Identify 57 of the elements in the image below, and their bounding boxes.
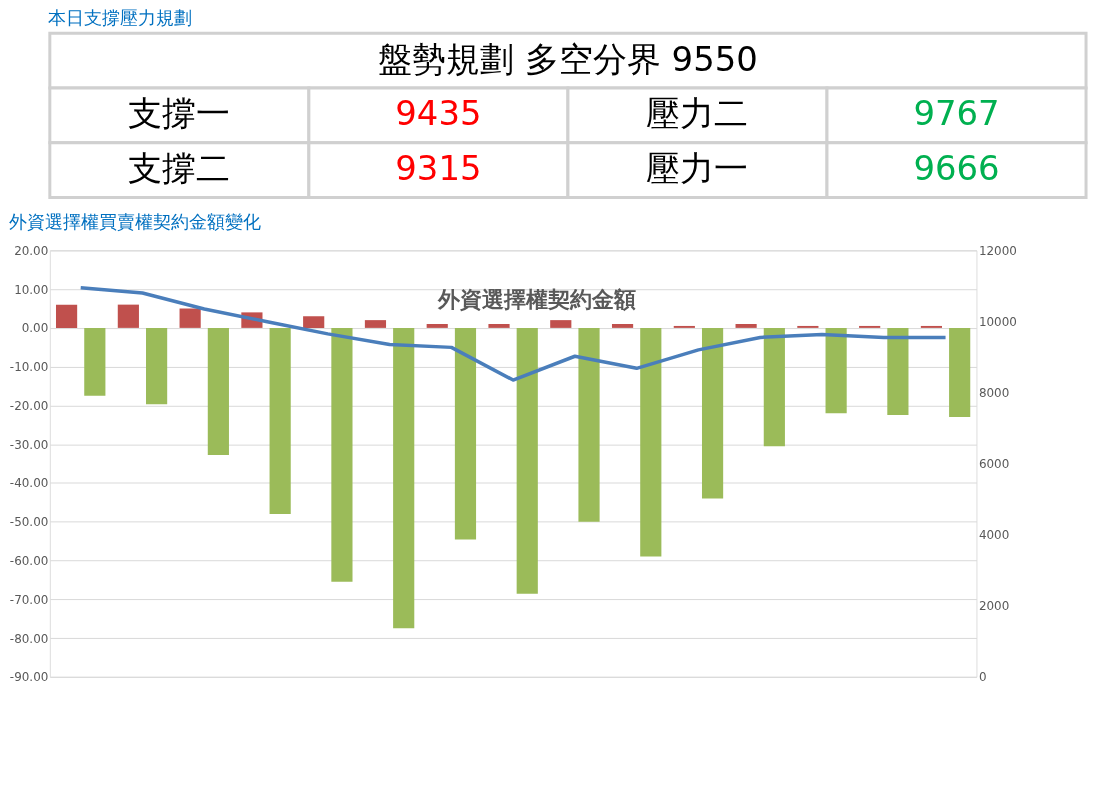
y2-tick-label: 4000 bbox=[978, 528, 1010, 543]
y2-tick-label: 2000 bbox=[978, 599, 1010, 614]
y-tick-label: -50.00 bbox=[9, 515, 49, 530]
chart-title: 外資選擇權買賣權契約金額變化 bbox=[9, 211, 262, 233]
bar bbox=[763, 327, 785, 447]
bar bbox=[364, 320, 387, 328]
bar bbox=[207, 327, 229, 456]
bar bbox=[735, 324, 757, 328]
y-tick-label: -60.00 bbox=[9, 553, 49, 568]
line-series bbox=[78, 285, 948, 382]
bar bbox=[84, 327, 106, 396]
text: 盤勢規劃 多空分界 9550 bbox=[378, 39, 758, 79]
y2-tick-label: 6000 bbox=[978, 457, 1010, 472]
y-tick-label: -80.00 bbox=[9, 631, 49, 646]
text: 壓力一 bbox=[646, 149, 749, 189]
y-tick-label: -20.00 bbox=[9, 398, 49, 413]
y-tick-label: -70.00 bbox=[9, 592, 49, 607]
text: 支撐一 bbox=[128, 94, 231, 134]
y2-tick-label: 0 bbox=[978, 670, 987, 685]
bar bbox=[611, 324, 634, 328]
bar bbox=[550, 320, 572, 328]
text: 壓力二 bbox=[646, 94, 749, 134]
bar bbox=[488, 324, 510, 328]
y-tick-label: -90.00 bbox=[9, 670, 49, 685]
annotation: 外資選擇權契約金額 bbox=[436, 287, 636, 313]
y-tick-label: -40.00 bbox=[9, 476, 49, 491]
y-tick-label: 0.00 bbox=[21, 321, 49, 336]
bar bbox=[117, 304, 139, 328]
bar bbox=[454, 327, 477, 540]
bar bbox=[578, 327, 600, 522]
text: 支撐二 bbox=[128, 149, 231, 189]
y-tick-label: -10.00 bbox=[9, 360, 49, 375]
bar bbox=[56, 304, 78, 328]
bar bbox=[146, 327, 168, 405]
bar bbox=[640, 327, 662, 557]
bar bbox=[949, 327, 971, 418]
y2-tick-label: 10000 bbox=[978, 314, 1017, 329]
text: 9666 bbox=[913, 149, 1000, 189]
bar bbox=[179, 308, 201, 328]
bar bbox=[887, 327, 909, 416]
bar bbox=[516, 327, 538, 594]
text: 本日支撐壓力規劃 bbox=[48, 6, 193, 28]
y-tick-label: -30.00 bbox=[9, 437, 49, 452]
text: 9435 bbox=[395, 94, 482, 134]
y-tick-label: 10.00 bbox=[14, 282, 49, 297]
y-tick-label: 20.00 bbox=[14, 243, 49, 258]
y2-tick-label: 8000 bbox=[978, 385, 1010, 400]
bar bbox=[426, 324, 448, 328]
bar bbox=[825, 327, 847, 414]
y2-tick-label: 12000 bbox=[978, 243, 1017, 258]
text: 9315 bbox=[395, 149, 482, 189]
bar bbox=[269, 327, 291, 514]
bar bbox=[701, 327, 724, 499]
text: 9767 bbox=[913, 94, 1000, 134]
bar bbox=[331, 327, 353, 582]
bar bbox=[393, 327, 415, 629]
bar bbox=[303, 316, 325, 328]
